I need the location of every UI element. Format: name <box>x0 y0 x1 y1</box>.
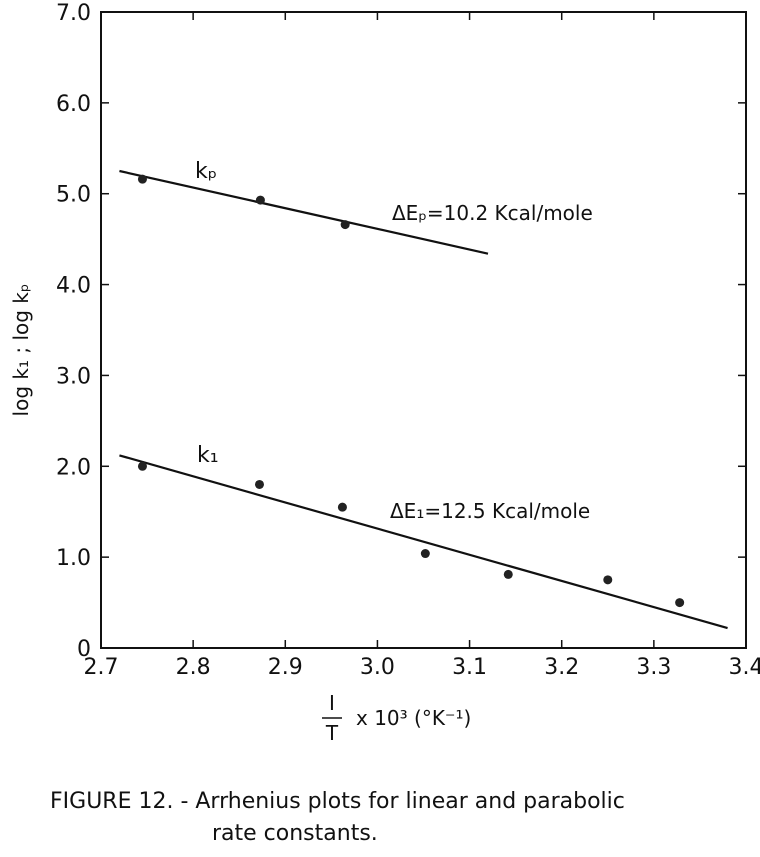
data-point <box>137 174 147 184</box>
data-point <box>420 549 430 559</box>
data-point <box>675 598 685 608</box>
x-axis-title-units: x 10³ (°K⁻¹) <box>356 706 471 730</box>
x-tick-label: 2.7 <box>84 655 119 680</box>
data-point <box>337 502 347 512</box>
x-tick-label: 3.1 <box>452 655 487 680</box>
x-tick-label: 2.9 <box>268 655 303 680</box>
y-tick-label: 6.0 <box>56 92 91 117</box>
caption-line-1: FIGURE 12. - Arrhenius plots for linear … <box>50 789 625 814</box>
annotation-delta: ΔEₚ <box>392 201 427 225</box>
data-point <box>254 479 264 489</box>
y-tick-label: 7.0 <box>56 1 91 26</box>
activation-energy-annotation: ΔE₁=12.5 Kcal/mole <box>390 499 590 523</box>
data-point <box>255 195 265 205</box>
x-axis-title: I T x 10³ (°K⁻¹) <box>322 691 471 745</box>
annotation-value: =10.2 Kcal/mole <box>427 201 593 225</box>
fit-line <box>119 454 728 630</box>
figure-caption: FIGURE 12. - Arrhenius plots for linear … <box>50 786 740 850</box>
caption-line-2: rate constants. <box>212 821 378 846</box>
series-name: k₁ <box>197 443 219 468</box>
y-tick-label: 5.0 <box>56 183 91 208</box>
y-axis: 0 1.0 2.0 3.0 4.0 5.0 6.0 7.0 <box>56 1 746 662</box>
x-tick-label: 3.4 <box>729 655 760 680</box>
series-layer: kₚ ΔEₚ=10.2 Kcal/mole k₁ ΔE₁=12.5 Kcal/mole <box>119 159 728 630</box>
y-tick-label: 3.0 <box>56 364 91 389</box>
annotation-value: =12.5 Kcal/mole <box>424 499 590 523</box>
arrhenius-chart: 2.7 2.8 2.9 3.0 3.1 3.2 3.3 3.4 0 1.0 2.0 3.0 4.0 5.… <box>9 1 760 745</box>
series-name: kₚ <box>195 159 217 184</box>
x-tick-label: 3.0 <box>360 655 395 680</box>
y-tick-label: 2.0 <box>56 455 91 480</box>
data-point <box>340 220 350 230</box>
x-axis: 2.7 2.8 2.9 3.0 3.1 3.2 3.3 3.4 <box>84 12 760 680</box>
data-point <box>603 575 613 585</box>
series-kp: kₚ ΔEₚ=10.2 Kcal/mole <box>119 159 593 255</box>
y-tick-label: 0 <box>77 637 91 662</box>
series-k1: k₁ ΔE₁=12.5 Kcal/mole <box>119 443 728 630</box>
y-axis-title: log k₁ ; log kₚ <box>9 284 33 417</box>
x-tick-label: 3.2 <box>544 655 579 680</box>
annotation-delta: ΔE₁ <box>390 499 424 523</box>
y-tick-label: 1.0 <box>56 546 91 571</box>
x-tick-label: 2.8 <box>176 655 211 680</box>
fit-line <box>119 169 489 255</box>
x-axis-title-denominator: T <box>325 721 339 745</box>
y-tick-label: 4.0 <box>56 274 91 299</box>
x-tick-label: 3.3 <box>636 655 671 680</box>
data-point <box>503 569 513 579</box>
x-axis-title-numerator: I <box>329 691 335 715</box>
plot-frame <box>100 11 747 649</box>
activation-energy-annotation: ΔEₚ=10.2 Kcal/mole <box>392 201 593 225</box>
data-point <box>137 461 147 471</box>
